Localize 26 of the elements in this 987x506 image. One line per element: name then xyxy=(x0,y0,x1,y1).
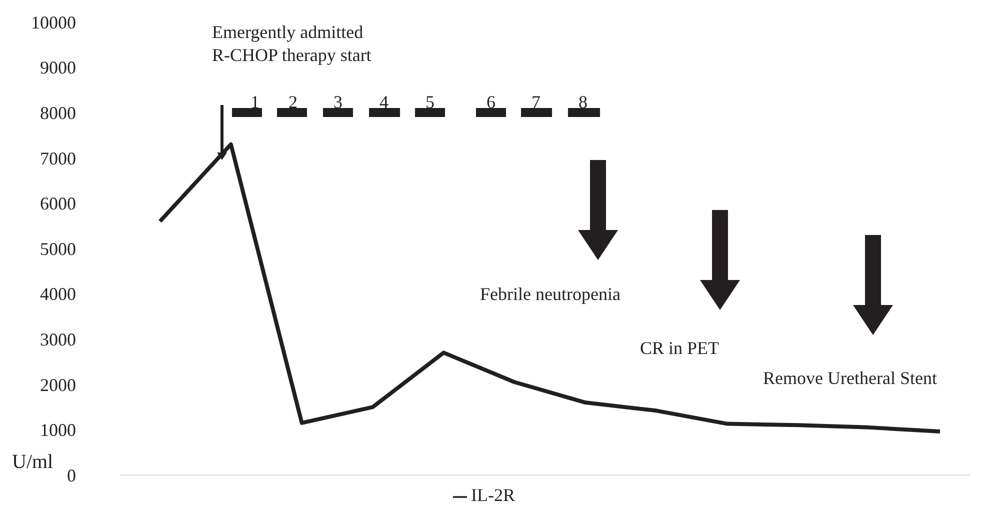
y-tick-label: 5000 xyxy=(40,238,76,259)
annotation: 5 xyxy=(426,92,434,112)
annotation: 7 xyxy=(532,92,540,112)
annotation: 3 xyxy=(334,92,342,112)
y-tick-label: 2000 xyxy=(40,374,76,395)
annotation: 4 xyxy=(380,92,388,112)
annotation: 1 xyxy=(250,92,260,112)
y-tick-label: 3000 xyxy=(40,329,76,350)
legend-label: IL-2R xyxy=(471,485,515,505)
line-series xyxy=(158,142,942,434)
y-tick-label: 0 xyxy=(67,465,76,486)
annotation: Emergently admitted R-CHOP therapy start xyxy=(212,22,372,65)
annotation: Remove Uretheral Stent xyxy=(763,368,937,388)
y-tick-label: 9000 xyxy=(40,58,76,78)
y-tick-label: 8000 xyxy=(40,102,76,123)
annotation: 8 xyxy=(578,92,588,112)
y-tick-label: 7000 xyxy=(40,148,76,168)
y-tick-label: 6000 xyxy=(40,194,76,214)
annotation: 2 xyxy=(288,92,298,112)
y-tick-label: 1000 xyxy=(40,420,76,440)
y-axis-title: U/ml xyxy=(12,451,54,473)
y-tick-label: 10000 xyxy=(31,12,76,32)
annotation: Febrile neutropenia xyxy=(480,284,620,304)
annotation: 6 xyxy=(486,92,496,112)
y-tick-label: 4000 xyxy=(40,284,76,304)
annotation: CR in PET xyxy=(640,338,720,358)
